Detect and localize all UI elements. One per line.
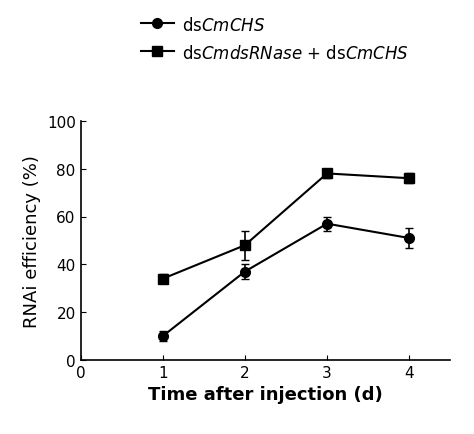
X-axis label: Time after injection (d): Time after injection (d)	[148, 385, 383, 404]
Y-axis label: RNAi efficiency (%): RNAi efficiency (%)	[23, 155, 41, 327]
Legend: ds$\it{CmCHS}$, ds$\it{CmdsRNase}$ + ds$\it{CmCHS}$: ds$\it{CmCHS}$, ds$\it{CmdsRNase}$ + ds$…	[141, 17, 409, 63]
